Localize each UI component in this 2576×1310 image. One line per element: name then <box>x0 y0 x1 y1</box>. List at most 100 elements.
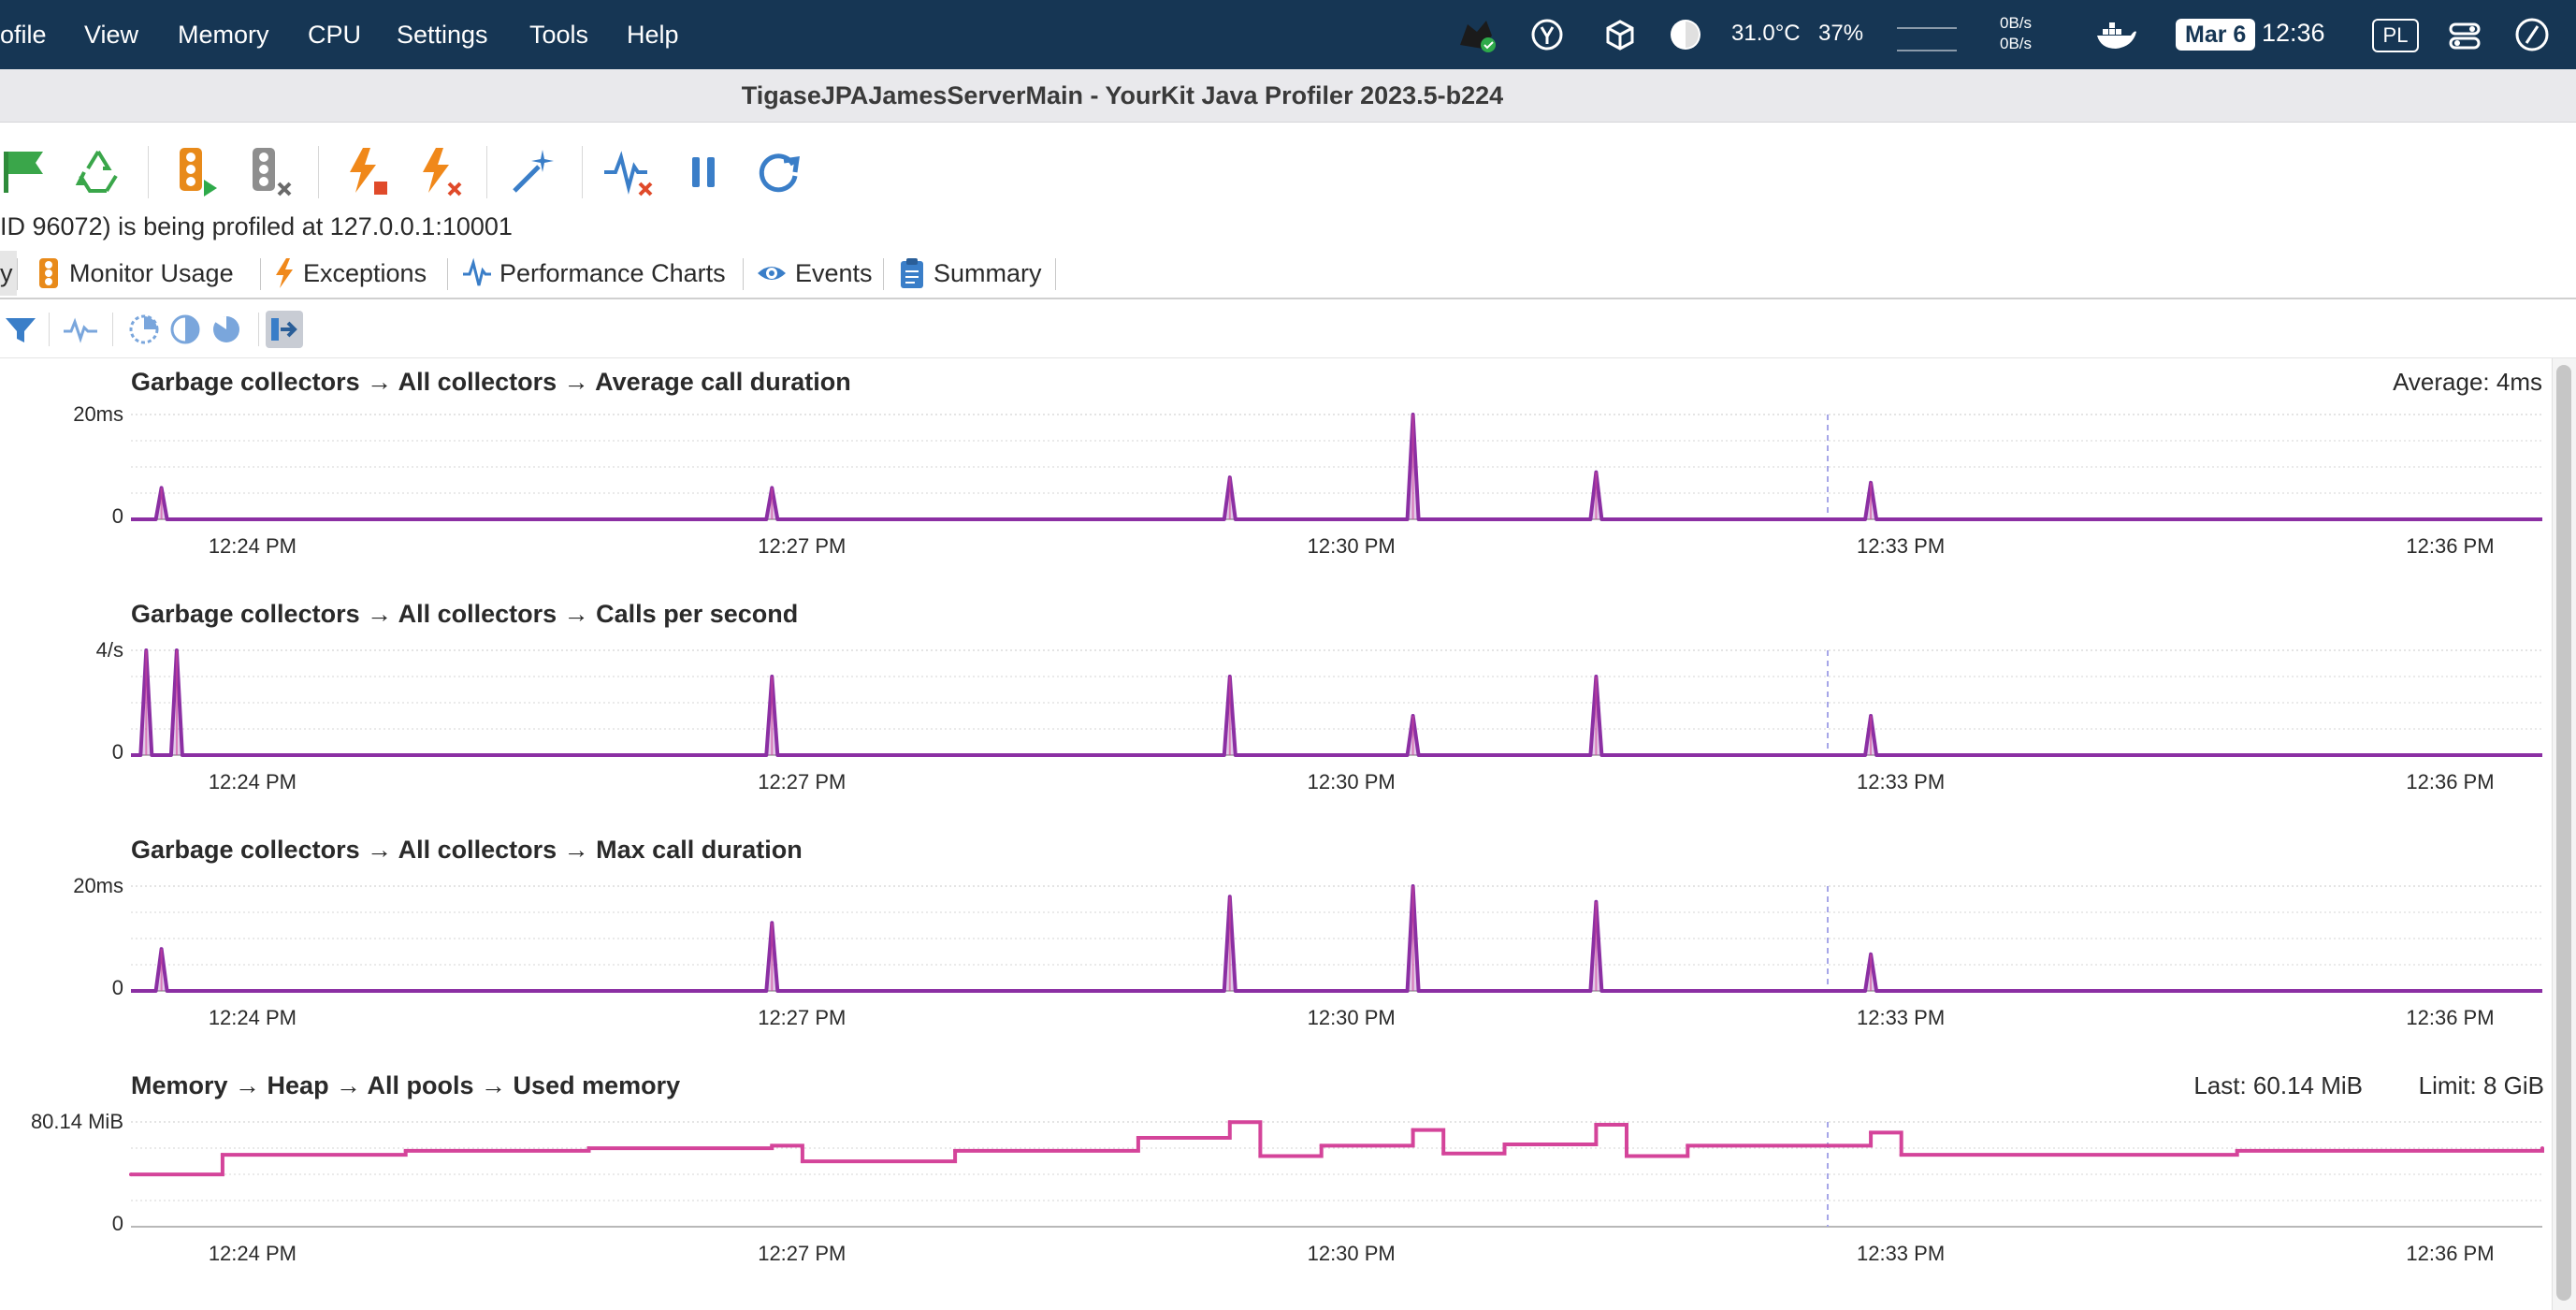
pie-empty-icon[interactable] <box>125 311 163 348</box>
docker-icon[interactable] <box>2095 19 2136 52</box>
window-title: TigaseJPAJamesServerMain - YourKit Java … <box>741 81 1504 109</box>
tab-separator <box>260 258 261 290</box>
tab-performance-charts[interactable]: Performance Charts <box>462 251 726 296</box>
data-point <box>1258 1154 1263 1158</box>
pause-icon[interactable] <box>677 144 731 198</box>
tab-label: Summary <box>933 258 1042 287</box>
menu-memory[interactable]: Memory <box>178 21 269 49</box>
x-tick-label: 12:36 PM <box>2406 1006 2494 1029</box>
tab-label: y <box>0 258 13 287</box>
network-graph-icon <box>1897 27 1957 51</box>
pie-full-icon[interactable] <box>208 311 245 348</box>
traffic-light-stop-icon[interactable] <box>241 144 296 198</box>
clipboard-icon <box>901 258 923 288</box>
data-point <box>770 1143 774 1148</box>
y-zero-label: 0 <box>112 1212 123 1235</box>
chart-used-memory[interactable]: Memory → Heap → All pools → Used memory … <box>0 1066 2552 1300</box>
y-max-label: 80.14 MiB <box>31 1110 123 1133</box>
menu-help[interactable]: Help <box>627 21 679 49</box>
x-tick-label: 12:33 PM <box>1857 1006 1945 1029</box>
chart-calls-per-second[interactable]: Garbage collectors → All collectors → Ca… <box>0 594 2552 828</box>
moon-tray-icon[interactable] <box>1669 18 1702 51</box>
chart-last-readout: Last: 60.14 MiB <box>2193 1071 2363 1099</box>
x-tick-label: 12:30 PM <box>1308 1006 1396 1029</box>
tab-exceptions[interactable]: Exceptions <box>273 251 427 296</box>
x-tick-label: 12:27 PM <box>758 770 846 793</box>
chart-average-call-duration[interactable]: Garbage collectors → All collectors → Av… <box>0 358 2552 592</box>
chart-title: Memory → Heap → All pools → Used memory <box>131 1071 680 1099</box>
x-tick-label: 12:33 PM <box>1857 1242 1945 1265</box>
data-point <box>1899 1153 1903 1157</box>
data-point <box>1594 1122 1599 1127</box>
y-zero-label: 0 <box>112 740 123 764</box>
lightning-icon <box>276 258 293 288</box>
input-source-badge[interactable]: PL <box>2372 19 2419 52</box>
toolbar-separator <box>258 313 259 346</box>
data-point <box>800 1159 804 1164</box>
scrollbar-thumb[interactable] <box>2556 365 2571 1301</box>
pie-half-icon[interactable] <box>166 311 204 348</box>
exception-record-icon[interactable] <box>339 144 393 198</box>
chart-max-call-duration[interactable]: Garbage collectors → All collectors → Ma… <box>0 830 2552 1064</box>
export-icon[interactable] <box>266 311 303 348</box>
refresh-icon[interactable] <box>752 144 806 198</box>
x-tick-label: 12:24 PM <box>209 770 297 793</box>
menu-profile[interactable]: ofile <box>0 21 47 49</box>
data-point <box>220 1153 224 1157</box>
traffic-light-start-icon[interactable] <box>168 144 223 198</box>
chart-average-readout: Average: 4ms <box>2393 368 2542 396</box>
menu-settings[interactable]: Settings <box>397 21 488 49</box>
menu-view[interactable]: View <box>84 21 139 49</box>
tab-monitor-usage[interactable]: Monitor Usage <box>36 251 234 296</box>
clock[interactable]: 12:36 <box>2262 19 2325 47</box>
magic-wand-icon[interactable] <box>507 144 561 198</box>
y-max-label: 20ms <box>73 874 123 897</box>
network-upload-speed: 0B/s <box>2000 14 2033 32</box>
date-badge[interactable]: Mar 6 <box>2176 19 2256 51</box>
control-center-icon[interactable] <box>2448 19 2482 52</box>
toolbar-separator <box>49 313 50 346</box>
x-tick-label: 12:36 PM <box>2406 770 2494 793</box>
tab-separator <box>447 258 448 290</box>
tab-summary[interactable]: Summary <box>898 251 1042 296</box>
x-tick-label: 12:27 PM <box>758 1242 846 1265</box>
y-zero-label: 0 <box>112 976 123 999</box>
data-point <box>129 1172 133 1177</box>
tab-separator <box>17 258 18 290</box>
telemetry-clear-icon[interactable] <box>602 144 657 198</box>
filter-icon[interactable] <box>2 311 39 348</box>
tab-partial[interactable]: y <box>0 251 17 296</box>
data-point <box>2235 1148 2239 1153</box>
pulse-icon[interactable] <box>62 311 99 348</box>
siri-icon[interactable] <box>2514 17 2550 52</box>
data-point <box>1686 1143 1690 1148</box>
x-tick-label: 12:30 PM <box>1308 1242 1396 1265</box>
x-tick-label: 12:27 PM <box>758 534 846 558</box>
data-point <box>1869 1130 1874 1135</box>
tab-events[interactable]: Events <box>756 251 873 296</box>
x-tick-label: 12:36 PM <box>2406 1242 2494 1265</box>
toolbar-separator <box>148 146 149 198</box>
tab-label: Events <box>795 258 873 287</box>
menu-cpu[interactable]: CPU <box>308 21 362 49</box>
x-tick-label: 12:30 PM <box>1308 534 1396 558</box>
recycle-icon[interactable] <box>71 144 125 198</box>
data-point <box>1502 1142 1507 1146</box>
toolbar-separator <box>112 313 113 346</box>
box-tray-icon[interactable] <box>1603 18 1637 51</box>
tab-label: Exceptions <box>303 258 427 287</box>
toolbar-separator <box>486 146 487 198</box>
traffic-light-icon <box>39 258 58 288</box>
exception-clear-icon[interactable] <box>412 144 466 198</box>
x-tick-label: 12:24 PM <box>209 1006 297 1029</box>
flag-icon[interactable] <box>0 144 54 198</box>
toolbar-separator <box>582 146 583 198</box>
x-tick-label: 12:24 PM <box>209 534 297 558</box>
yourkit-tray-icon[interactable] <box>1454 17 1499 86</box>
performance-charts-panel: Garbage collectors → All collectors → Av… <box>0 358 2552 1310</box>
data-point <box>1319 1143 1324 1148</box>
chart-title: Garbage collectors → All collectors → Ca… <box>131 600 798 628</box>
menu-tools[interactable]: Tools <box>529 21 589 49</box>
tab-separator <box>883 258 884 290</box>
monitor-tray-icon[interactable] <box>1530 18 1564 51</box>
